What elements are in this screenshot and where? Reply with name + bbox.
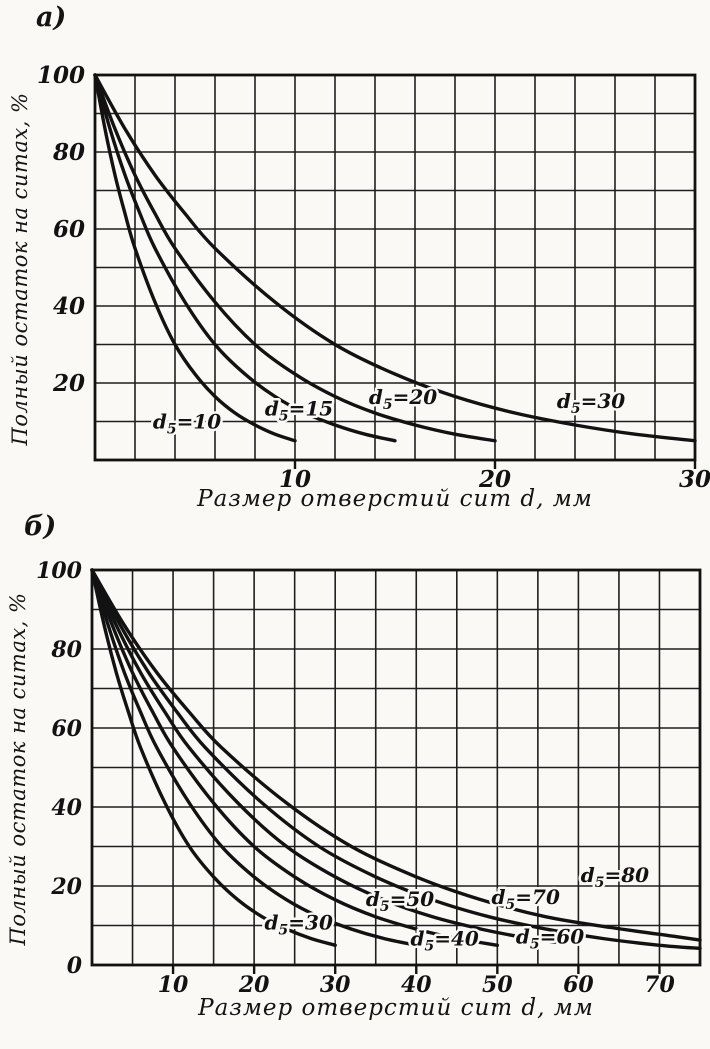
x-tick-label: 30 bbox=[320, 972, 351, 998]
x-tick-label: 10 bbox=[158, 972, 189, 998]
chart-a: 10 20 30 20 40 60 80 100 d5=10 d5=15 d5=20 d5=30 bbox=[0, 0, 710, 515]
curve-label-d5-10: d5=10 bbox=[153, 409, 221, 437]
x-tick-label: 20 bbox=[238, 972, 270, 998]
x-axis-title-b: Размер отверстий сит d, мм bbox=[198, 995, 594, 1021]
curve-label-d5-30: d5=30 bbox=[265, 910, 333, 938]
curve-d5-50 bbox=[90, 568, 499, 947]
y-tick-label: 0 bbox=[67, 953, 83, 979]
chart-svg-b: 10 20 30 40 50 60 70 0 20 40 60 80 100 d5=30 d5=40 d5=5… bbox=[36, 558, 702, 998]
y-axis-title-b: Полный остаток на ситах, % bbox=[6, 592, 30, 946]
y-tick-label: 40 bbox=[53, 293, 85, 320]
chart-svg-a: 10 20 30 20 40 60 80 100 d5=10 d5=15 d5=20 d5=30 bbox=[37, 62, 710, 493]
curve-d5-30 bbox=[93, 73, 697, 443]
x-axis-title-a: Размер отверстий сит d, мм bbox=[197, 486, 593, 512]
y-tick-label: 20 bbox=[52, 370, 85, 397]
panel-a-tag: а) bbox=[36, 2, 67, 33]
curve-label-d5-20: d5=20 bbox=[369, 385, 437, 413]
curve-label-d5-70: d5=70 bbox=[492, 885, 560, 913]
x-tick-label: 50 bbox=[482, 972, 513, 998]
x-tick-label: 10 bbox=[279, 466, 311, 493]
y-axis-title-a: Полный остаток на ситах, % bbox=[8, 92, 32, 446]
panel-b-tag: б) bbox=[24, 511, 57, 542]
y-tick-label: 80 bbox=[50, 637, 82, 663]
curve-d5-10 bbox=[93, 73, 297, 443]
y-tick-label: 100 bbox=[36, 558, 83, 584]
curve-label-d5-80: d5=80 bbox=[581, 863, 649, 891]
curve-d5-60 bbox=[90, 568, 564, 945]
curve-d5-80 bbox=[90, 568, 702, 942]
curve-label-d5-40: d5=40 bbox=[410, 926, 478, 954]
panel-b: б) 10 20 30 40 50 60 70 0 20 40 60 80 100 d5=30 d5=40 d… bbox=[0, 511, 710, 1049]
x-tick-label: 60 bbox=[563, 972, 594, 998]
x-tick-label: 20 bbox=[478, 466, 511, 493]
curve-d5-20 bbox=[93, 73, 497, 443]
curve-label-d5-15: d5=15 bbox=[265, 397, 333, 425]
y-tick-label: 40 bbox=[51, 795, 82, 821]
grid bbox=[94, 74, 696, 461]
y-tick-label: 80 bbox=[52, 139, 85, 166]
y-tick-label: 60 bbox=[53, 216, 85, 243]
x-tick-label: 30 bbox=[679, 466, 710, 493]
x-tick-label: 70 bbox=[644, 972, 675, 998]
curve-label-d5-50: d5=50 bbox=[366, 887, 434, 915]
curve-label-d5-30: d5=30 bbox=[557, 389, 625, 417]
y-tick-label: 60 bbox=[51, 716, 82, 742]
curve-d5-15 bbox=[93, 73, 397, 443]
x-tick-label: 40 bbox=[401, 972, 432, 998]
plot-frame bbox=[93, 73, 697, 462]
chart-b: 10 20 30 40 50 60 70 0 20 40 60 80 100 d5=30 d5=40 d5=5… bbox=[0, 515, 710, 1049]
y-tick-label: 20 bbox=[50, 874, 82, 900]
panel-a: а) 10 20 30 20 40 60 80 100 d5=10 d5=15 d5=20 d5=30… bbox=[0, 0, 710, 515]
curve-label-d5-60: d5=60 bbox=[516, 924, 584, 952]
curve-d5-40 bbox=[90, 568, 418, 947]
y-tick-label: 100 bbox=[37, 62, 85, 89]
plot-frame bbox=[90, 568, 702, 967]
curve-d5-30 bbox=[90, 568, 337, 947]
curve-d5-70 bbox=[90, 568, 702, 951]
